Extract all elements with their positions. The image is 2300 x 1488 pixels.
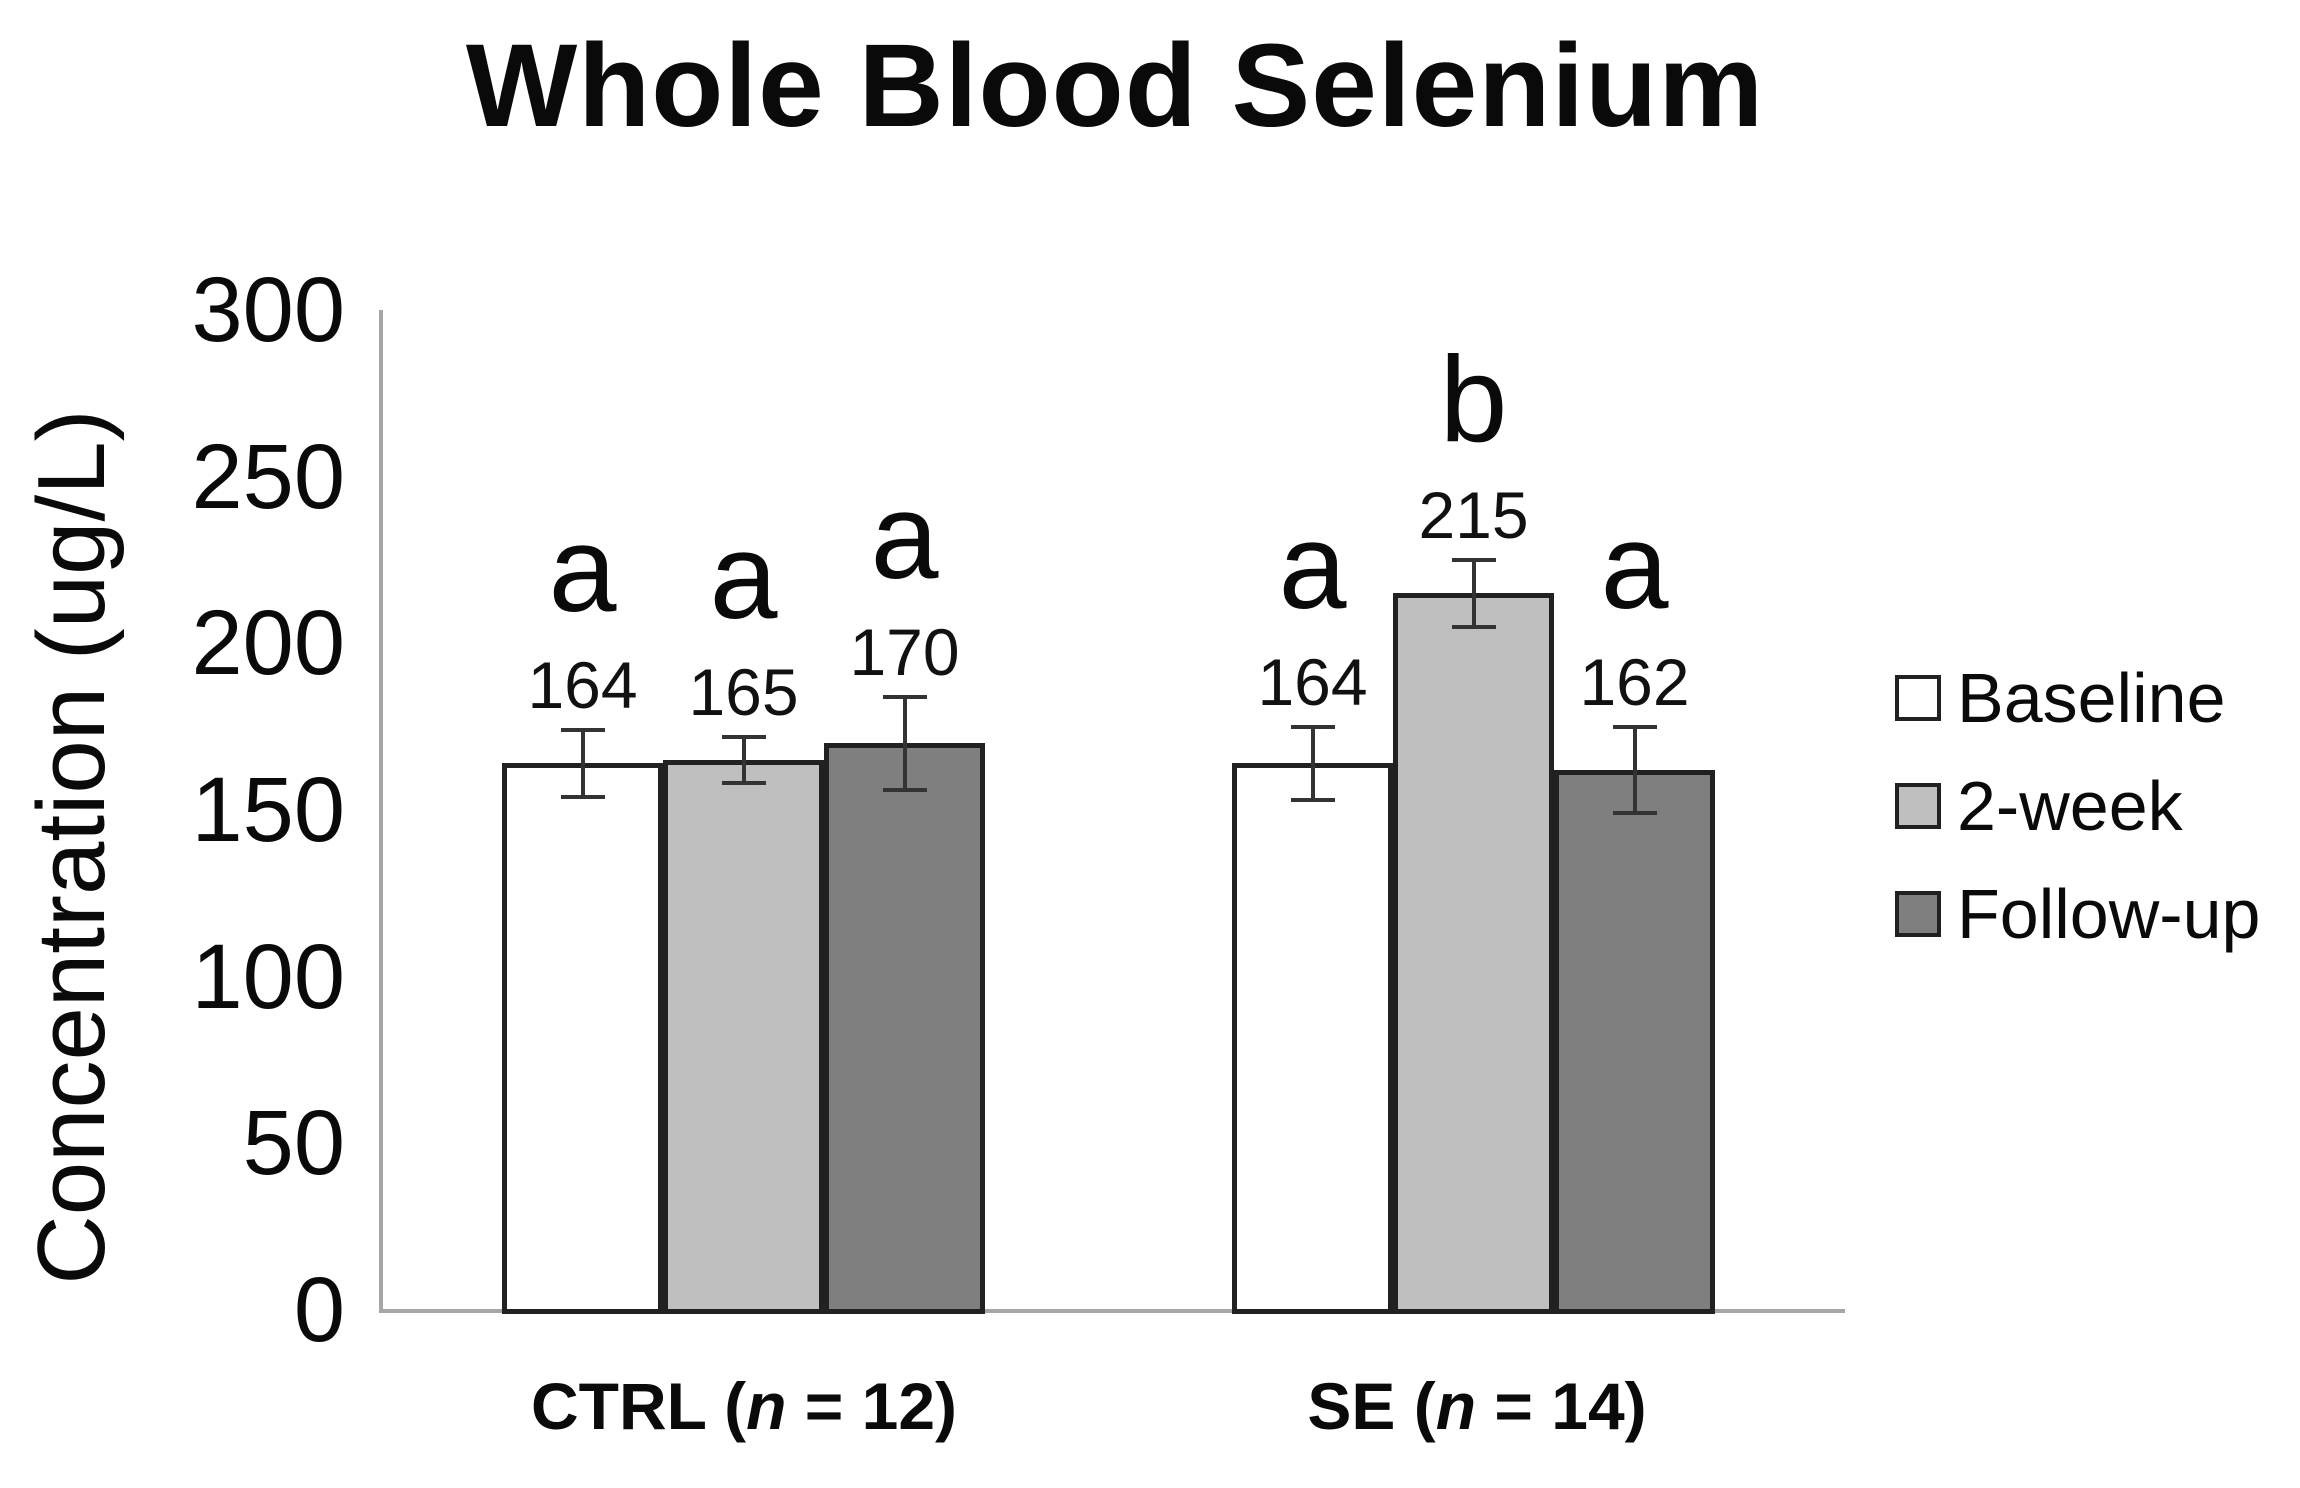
error-bar-stem [741,736,746,784]
error-bar-cap-top [882,694,927,699]
significance-letter: b [1439,331,1508,467]
bar-2-week-ctrl [663,760,824,1314]
y-tick-label: 150 [191,759,346,861]
error-bar-cap-bottom [1612,811,1657,816]
bar-value-label: 165 [688,654,799,729]
error-bar-cap-bottom [1290,798,1335,802]
legend-label-2-week: 2-week [1957,767,2183,845]
bar-value-label: 162 [1579,644,1690,719]
error-bar-cap-bottom [1451,624,1496,629]
error-bar-cap-top [721,734,766,739]
error-bar-cap-bottom [882,788,927,792]
error-bar-cap-bottom [560,794,605,799]
y-tick-label: 300 [191,259,346,361]
error-bar-cap-top [1451,558,1496,562]
error-bar-cap-top [1290,724,1335,729]
error-bar-stem [902,696,907,790]
error-bar-cap-bottom [721,781,766,786]
x-label-ctrl-n: n [746,1369,787,1443]
x-axis-label-ctrl: CTRL (n = 12) [444,1368,1044,1444]
legend-swatch-follow-up [1895,891,1941,937]
bar-value-label: 164 [527,648,638,722]
legend-label-follow-up: Follow-up [1957,875,2261,953]
bar-follow-up-ctrl [824,743,985,1314]
significance-letter: a [709,507,778,644]
bar-follow-up-se [1554,770,1715,1314]
bar-baseline-ctrl [502,763,663,1314]
bar-value-label: 215 [1418,478,1529,552]
bar-baseline-se [1232,763,1393,1314]
bar-2-week-se [1393,593,1554,1314]
bar-value-label: 170 [849,614,960,689]
x-label-se-n: n [1435,1369,1477,1443]
significance-letter: a [1600,497,1669,634]
y-tick-label: 250 [191,425,346,528]
legend-item-2-week: 2-week [1895,768,2183,844]
chart-title: Whole Blood Selenium [465,20,1765,152]
error-bar-cap-top [560,728,605,732]
significance-letter: a [1278,497,1347,634]
significance-letter: a [548,501,617,637]
legend-item-follow-up: Follow-up [1895,876,2260,952]
y-tick-label: 50 [242,1092,345,1195]
legend-label-baseline: Baseline [1957,659,2226,737]
bar-value-label: 164 [1257,644,1368,719]
y-tick-label: 200 [191,592,346,695]
error-bar-stem [580,730,585,797]
x-label-ctrl-suffix: = 12) [786,1369,958,1443]
legend-swatch-baseline [1895,675,1941,721]
x-axis-line [379,1309,1845,1313]
x-label-se-prefix: SE ( [1307,1369,1436,1443]
y-tick-label: 100 [191,925,346,1028]
error-bar-cap-top [1612,724,1657,729]
y-tick-label: 0 [293,1259,345,1361]
error-bar-stem [1471,560,1476,627]
x-label-ctrl-prefix: CTRL ( [530,1369,747,1443]
legend-swatch-2-week [1895,783,1941,829]
y-axis-label: Concentration (ug/L) [18,409,125,1285]
legend-item-baseline: Baseline [1895,660,2226,736]
y-axis-line [379,310,383,1313]
significance-letter: a [870,467,939,604]
error-bar-stem [1310,726,1315,800]
error-bar-stem [1632,726,1637,814]
x-label-se-suffix: = 14) [1476,1369,1647,1443]
x-axis-label-se: SE (n = 14) [1177,1368,1777,1444]
